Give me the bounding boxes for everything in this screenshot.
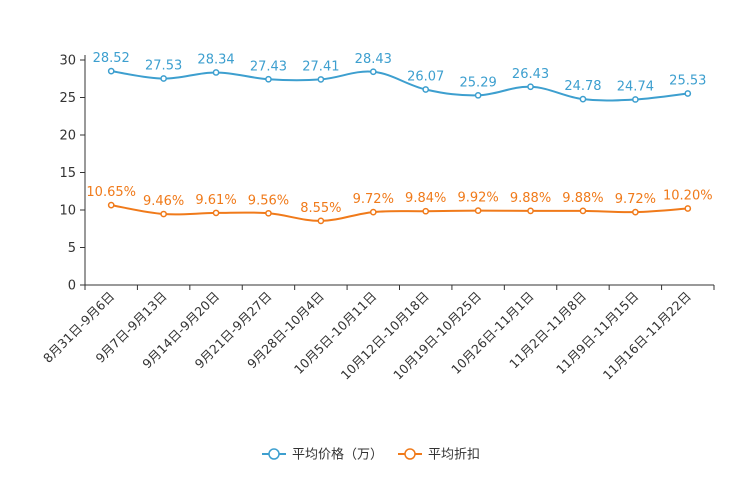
data-point bbox=[422, 86, 430, 93]
axes: 0510152025308月31日-9月6日9月7日-9月13日9月14日-9月… bbox=[40, 54, 715, 383]
data-point bbox=[474, 91, 482, 99]
data-point bbox=[579, 207, 587, 215]
y-tick-label: 15 bbox=[59, 166, 76, 181]
x-tick-label: 10月12日-10月18日 bbox=[338, 289, 432, 383]
data-point bbox=[632, 208, 639, 216]
data-point bbox=[317, 76, 325, 83]
y-tick-label: 0 bbox=[68, 279, 76, 294]
data-point bbox=[212, 69, 220, 76]
data-point bbox=[212, 209, 220, 217]
data-point bbox=[265, 209, 272, 217]
series-0: 28.52 27.53 28.34 27.43 27.41 28.43 26.07 25.29… bbox=[93, 51, 706, 103]
series-layer: 28.52 27.53 28.34 27.43 27.41 28.43 26.07 25.29… bbox=[86, 51, 713, 225]
series-line bbox=[111, 204, 688, 222]
series-line bbox=[111, 70, 688, 102]
data-point bbox=[317, 217, 325, 225]
data-label: 9.72% bbox=[353, 192, 394, 207]
data-point bbox=[684, 90, 692, 97]
data-label: 26.07 bbox=[407, 69, 444, 84]
data-label: 27.53 bbox=[145, 59, 182, 74]
legend-item-1[interactable]: 平均折扣 bbox=[398, 448, 480, 463]
data-label: 28.52 bbox=[93, 51, 130, 66]
data-label: 27.43 bbox=[250, 59, 287, 74]
data-point bbox=[160, 210, 167, 218]
data-label: 10.65% bbox=[86, 185, 136, 200]
data-label: 26.43 bbox=[512, 67, 549, 82]
data-point bbox=[369, 68, 377, 76]
data-label: 9.56% bbox=[248, 193, 289, 208]
data-label: 28.34 bbox=[197, 52, 234, 67]
data-label: 9.92% bbox=[457, 191, 498, 206]
data-label: 24.74 bbox=[617, 79, 654, 94]
legend-label: 平均价格（万） bbox=[292, 447, 383, 463]
data-point bbox=[684, 205, 692, 212]
y-tick-label: 10 bbox=[59, 204, 76, 219]
data-label: 28.43 bbox=[355, 52, 392, 67]
data-label: 24.78 bbox=[564, 79, 601, 94]
data-point bbox=[527, 207, 534, 215]
data-label: 27.41 bbox=[302, 59, 339, 74]
x-tick-label: 10月19日-10月25日 bbox=[390, 289, 484, 383]
data-label: 8.55% bbox=[300, 201, 341, 216]
data-label: 9.88% bbox=[510, 191, 551, 206]
data-point bbox=[369, 208, 377, 216]
data-point bbox=[632, 96, 639, 103]
data-point bbox=[107, 201, 115, 209]
y-tick-label: 30 bbox=[59, 54, 76, 69]
data-label: 9.84% bbox=[405, 191, 446, 206]
data-label: 25.29 bbox=[460, 75, 497, 90]
data-label: 25.53 bbox=[669, 74, 706, 89]
y-tick-label: 25 bbox=[59, 91, 76, 106]
legend-marker-icon bbox=[404, 448, 416, 460]
data-point bbox=[422, 207, 430, 215]
data-point bbox=[265, 75, 272, 83]
data-point bbox=[160, 75, 167, 82]
data-label: 9.46% bbox=[143, 194, 184, 209]
data-label: 9.88% bbox=[562, 191, 603, 206]
legend[interactable]: 平均价格（万） 平均折扣 bbox=[262, 447, 480, 463]
data-label: 10.20% bbox=[663, 189, 713, 204]
legend-label: 平均折扣 bbox=[428, 448, 480, 463]
legend-item-0[interactable]: 平均价格（万） bbox=[262, 447, 383, 463]
legend-marker-icon bbox=[268, 448, 280, 460]
series-1: 10.65% 9.46% 9.61% 9.56% 8.55% 9.72% 9.84% 9.92… bbox=[86, 185, 713, 225]
data-label: 9.61% bbox=[195, 193, 236, 208]
y-tick-label: 20 bbox=[59, 129, 76, 144]
data-point bbox=[107, 67, 115, 75]
data-point bbox=[474, 207, 482, 214]
x-tick-label: 11月16日-11月22日 bbox=[600, 289, 694, 383]
data-point bbox=[527, 83, 534, 91]
data-point bbox=[579, 95, 587, 103]
data-label: 9.72% bbox=[615, 192, 656, 207]
y-tick-label: 5 bbox=[68, 241, 76, 256]
